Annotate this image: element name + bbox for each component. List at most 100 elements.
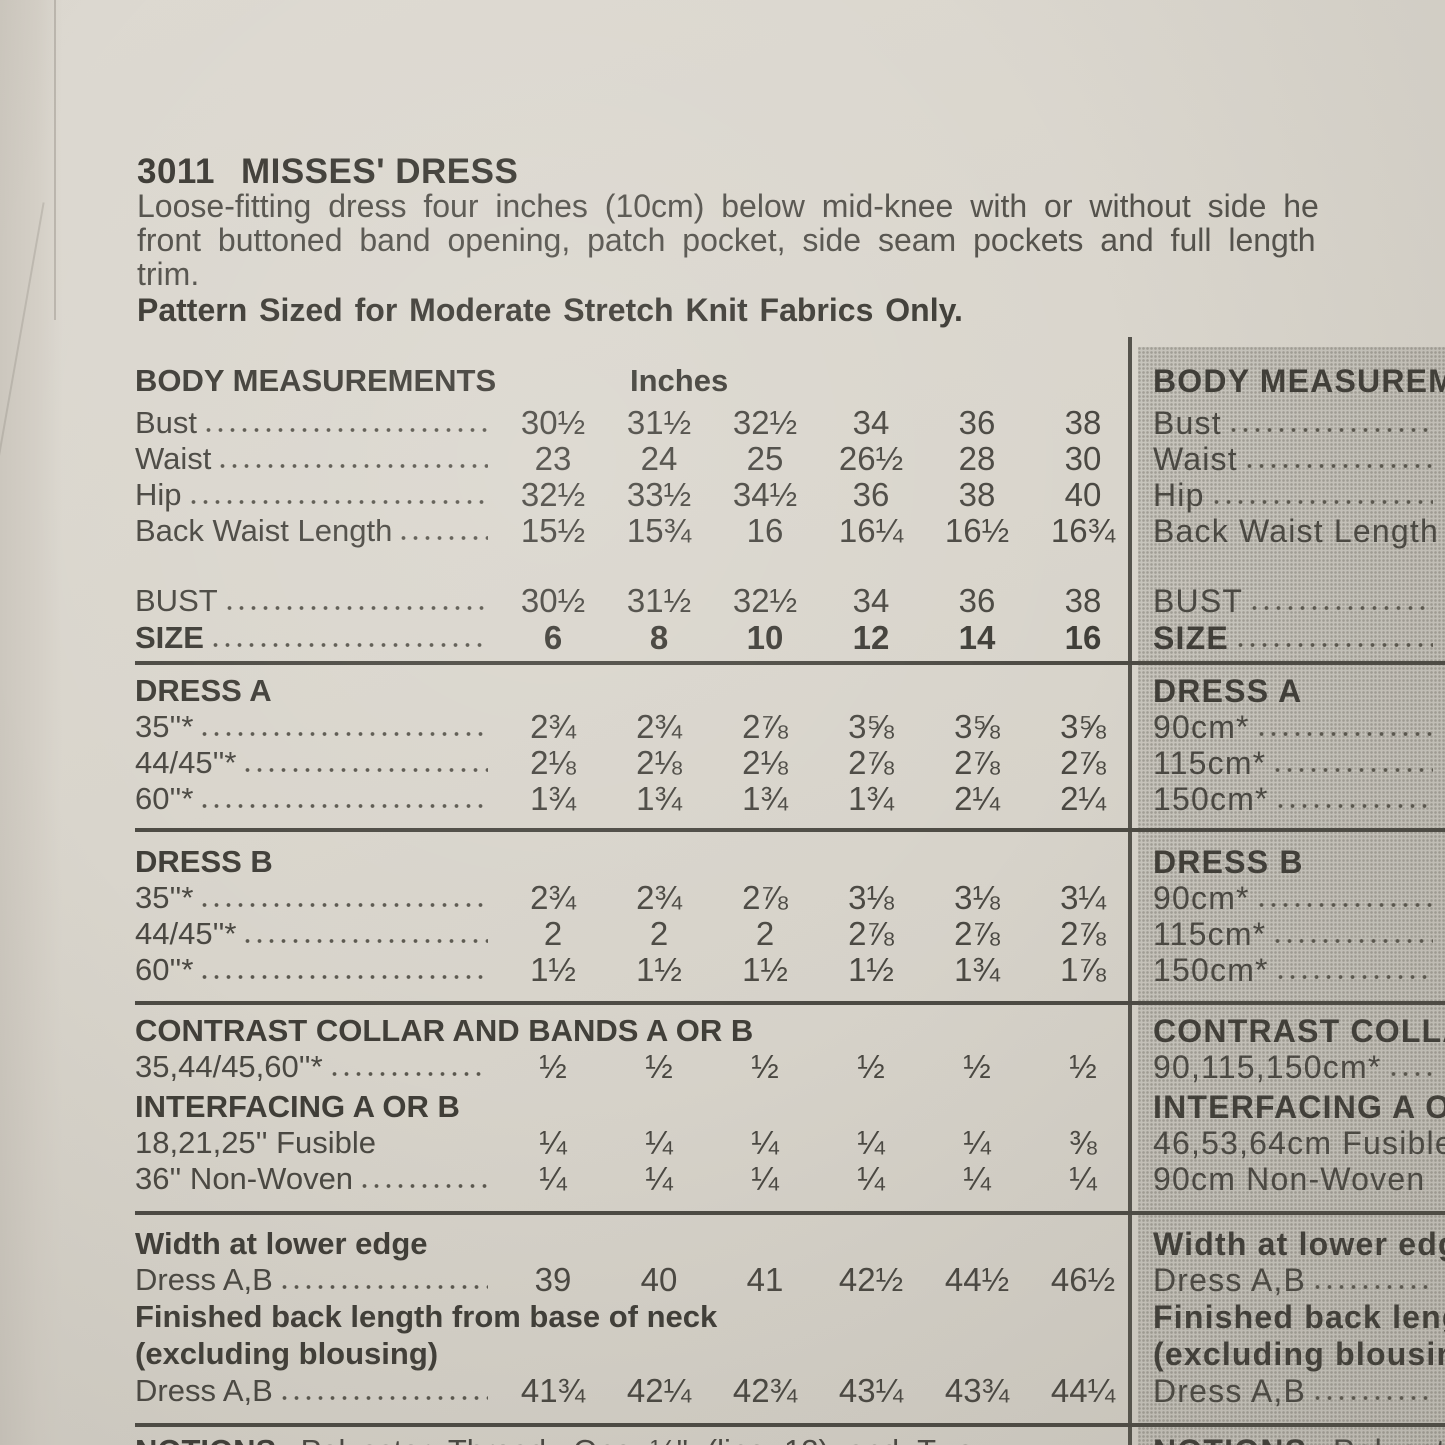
value-size-14: 36 [958,582,996,619]
dotted-leader [1315,1395,1433,1401]
size-row: SIZE 6 8 10 12 14 16 [135,620,1137,656]
value-size-14: 1¾ [954,951,1000,988]
dress-b-35: 35''* 2¾ 2¾ 2⅞ 3⅛ 3⅛ 3¼ [135,880,1137,916]
value-size-12: 34 [852,404,890,441]
row-label-zone: 150cm* [1153,781,1445,817]
metric-interfacing-title: INTERFACING A OR B [1153,1089,1445,1125]
value-size-8: 2¾ [636,708,682,745]
section-title: CONTRAST COLLAR [1153,1013,1445,1049]
waist-row: Waist 23 24 25 26½ 28 30 [135,441,1137,477]
section-title: CONTRAST COLLAR AND BANDS A OR B [135,1013,754,1048]
dotted-leader [1277,803,1433,809]
row-label: Waist [135,441,212,476]
value-size-8: 1¾ [636,780,682,817]
value-size-14: 43¾ [944,1372,1010,1409]
value-size-14: 2⅞ [954,744,1000,781]
notions-partial: NOTIONS: Polyester Thread, One ¼'' (line … [135,1433,1137,1445]
value-size-16: 44¼ [1050,1372,1116,1409]
value-size-6: 30½ [520,404,586,441]
metric-waist-row: Waist [1153,441,1445,477]
row-label-zone: Back Waist Length [1153,513,1445,549]
metric-dress-b-title: DRESS B [1153,844,1445,880]
metric-divider-1 [1153,661,1445,665]
value-size-6: 1¾ [530,780,576,817]
value-size-14: 36 [958,404,996,441]
value-size-12: 3⅝ [848,708,894,745]
metric-divider-2 [1153,828,1445,832]
row-label-zone: Waist [1153,441,1445,477]
notions-text: Polyester Thread, One ¼'' (line 12) and … [301,1433,974,1445]
dotted-leader [1390,1071,1433,1077]
row-label-zone: 150cm* [1153,952,1445,988]
value-size-14: 2¼ [954,780,1000,817]
envelope-left-fold-shading [0,0,62,1445]
dotted-leader [1275,938,1433,944]
row-label: 115cm* [1153,916,1267,952]
value-size-16: 46½ [1050,1261,1116,1298]
value-size-12: 1½ [848,951,894,988]
row-label-zone: 90cm* [1153,880,1445,916]
table-header-label: BODY MEASUREMENTS [1153,363,1445,399]
metric-width-lower-edge-title: Width at lower edge [1153,1226,1445,1262]
value-size-12: 43¼ [838,1372,904,1409]
value-size-8: 42¼ [626,1372,692,1409]
value-size-8: 40 [640,1261,678,1298]
row-label: Dress A,B [1153,1262,1307,1298]
divider-2 [135,828,1445,832]
row-label-zone: 60''* [135,781,500,817]
section-title: Finished back length from base of neck [135,1299,718,1334]
row-label: Bust [135,405,198,440]
value-size-6: 2¾ [530,879,576,916]
row-label: Dress A,B [1153,1373,1307,1409]
dotted-leader [1252,605,1433,611]
row-label-zone: 44/45''* [135,745,500,781]
value-size-12: 34 [852,582,890,619]
row-label: BUST [1153,583,1244,619]
dotted-leader [1275,767,1433,773]
dress-b-title: DRESS B [135,844,1137,880]
value-size-14: 38 [958,476,996,513]
hip-row: Hip 32½ 33½ 34½ 36 38 40 [135,477,1137,513]
value-size-10: ½ [751,1048,779,1085]
dotted-leader [1230,427,1433,433]
value-size-6: ¼ [539,1124,567,1161]
row-label: Bust [1153,405,1222,441]
dotted-leader [1213,499,1433,505]
row-label-zone: 35,44/45,60''* [135,1049,500,1085]
dotted-leader [206,427,488,433]
metric-interfacing-fusible-row: 46,53,64cm Fusible [1153,1125,1445,1161]
value-size-8: 2¾ [636,879,682,916]
value-size-8: 15¾ [626,512,692,549]
notions-text: Polyester [1333,1433,1445,1445]
value-size-10: 32½ [732,404,798,441]
interfacing-title: INTERFACING A OR B [135,1089,1137,1125]
table-header-label: BODY MEASUREMENTS [135,363,497,398]
value-size-10: 16 [746,512,784,549]
value-size-14: 3⅛ [954,879,1000,916]
value-size-8: 33½ [626,476,692,513]
value-size-16: ½ [1069,1048,1097,1085]
body-measurements-header: BODY MEASUREMENTS Inches [135,363,1137,405]
value-size-12: 2⅞ [848,744,894,781]
row-label-zone: Dress A,B [1153,1262,1445,1298]
row-label: 36'' Non-Woven [135,1161,354,1196]
value-size-12: 3⅛ [848,879,894,916]
section-title: INTERFACING A OR B [135,1089,460,1124]
value-size-12: 2⅞ [848,915,894,952]
value-size-10: 25 [746,440,784,477]
value-size-16: 16¾ [1050,512,1116,549]
metric-dress-a-90: 90cm* [1153,709,1445,745]
value-size-10: ¼ [751,1160,779,1197]
row-label-zone: 90cm Non-Woven [1153,1161,1445,1197]
value-size-6: 30½ [520,582,586,619]
contrast-row: 35,44/45,60''* ½ ½ ½ ½ ½ ½ [135,1049,1137,1085]
row-label-zone: 60''* [135,952,500,988]
value-size-16: 40 [1064,476,1102,513]
value-size-16: 38 [1064,404,1102,441]
value-size-12: ¼ [857,1160,885,1197]
value-size-6: 23 [534,440,572,477]
value-size-14: 14 [958,619,996,656]
metric-panel-background [1138,347,1445,1445]
value-size-10: 2⅛ [742,744,788,781]
interfacing-nonwoven-row: 36'' Non-Woven ¼ ¼ ¼ ¼ ¼ ¼ [135,1161,1137,1197]
